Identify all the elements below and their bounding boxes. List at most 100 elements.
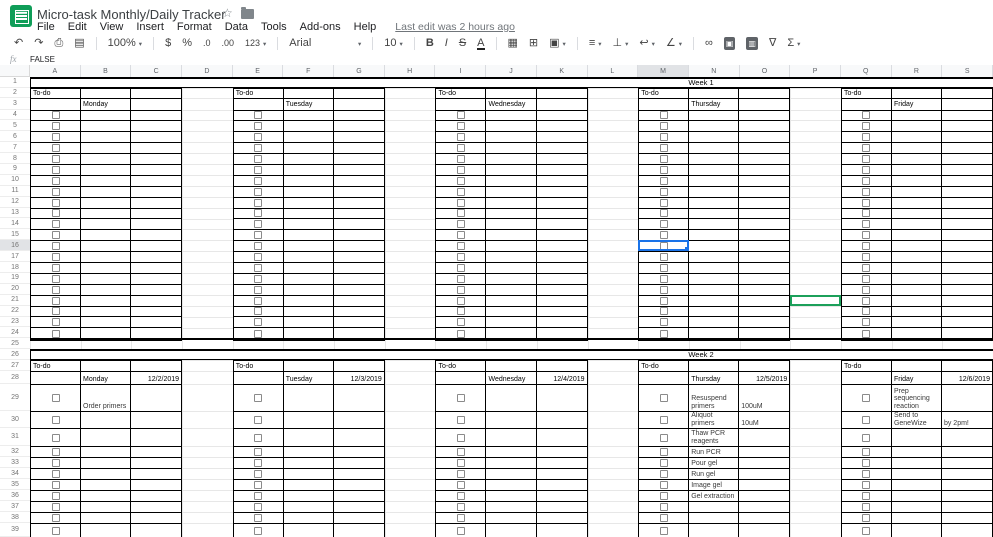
checkbox[interactable] <box>254 176 263 185</box>
task-text-cell[interactable] <box>486 385 537 413</box>
row-header-21[interactable]: 21 <box>0 294 30 306</box>
task-note-cell[interactable] <box>941 176 992 187</box>
checkbox-cell[interactable] <box>233 132 284 144</box>
task-note-cell[interactable] <box>536 285 587 296</box>
column-header-S[interactable]: S <box>942 65 993 77</box>
column-header-K[interactable]: K <box>536 65 588 77</box>
task-note-cell[interactable] <box>536 198 587 209</box>
checkbox[interactable] <box>254 144 263 153</box>
checkbox-cell[interactable] <box>436 197 487 209</box>
task-note-cell[interactable] <box>537 524 587 537</box>
checkbox-cell[interactable] <box>234 328 284 340</box>
checkbox-cell[interactable] <box>841 469 892 481</box>
todo-header-cell[interactable]: To-do <box>639 361 690 373</box>
row-header-9[interactable]: 9 <box>0 164 30 175</box>
task-note-cell[interactable] <box>131 458 182 470</box>
todo-header-cell[interactable]: To-do <box>31 361 82 373</box>
task-note-cell[interactable] <box>941 274 992 285</box>
task-text-cell[interactable] <box>81 513 132 525</box>
checkbox[interactable] <box>254 274 263 283</box>
day-name-cell[interactable]: Thursday <box>689 372 740 386</box>
checkbox-cell[interactable] <box>841 241 892 253</box>
select-all-corner[interactable] <box>0 65 30 77</box>
checkbox-cell[interactable] <box>233 284 284 296</box>
checkbox-cell[interactable] <box>436 412 487 430</box>
formula-input[interactable]: FALSE <box>30 55 55 64</box>
task-text-cell[interactable] <box>486 143 537 155</box>
task-text-cell[interactable] <box>283 295 334 307</box>
checkbox-cell[interactable] <box>233 219 284 231</box>
checkbox-cell[interactable] <box>31 208 82 220</box>
italic-icon[interactable]: I <box>445 38 448 49</box>
todo-header-cell[interactable]: To-do <box>639 88 690 99</box>
checkbox-cell[interactable] <box>233 186 284 198</box>
checkbox-cell[interactable] <box>841 273 892 285</box>
column-header-I[interactable]: I <box>435 65 487 77</box>
currency-format-icon[interactable]: $ <box>165 38 171 49</box>
task-text-cell[interactable] <box>283 429 334 448</box>
checkbox-cell[interactable] <box>233 480 284 492</box>
checkbox[interactable] <box>51 253 60 262</box>
checkbox[interactable] <box>254 296 263 305</box>
checkbox-cell[interactable] <box>841 175 892 187</box>
row-header-27[interactable]: 27 <box>0 360 30 372</box>
task-text-cell[interactable] <box>891 458 942 470</box>
row-header-37[interactable]: 37 <box>0 501 30 513</box>
task-note-cell[interactable] <box>131 524 181 537</box>
checkbox[interactable] <box>659 459 668 468</box>
task-text-cell[interactable] <box>283 219 334 231</box>
checkbox[interactable] <box>254 111 263 120</box>
task-text-cell[interactable] <box>283 230 334 242</box>
checkbox-cell[interactable] <box>31 458 82 470</box>
task-text-cell[interactable]: Send to GeneWize <box>891 412 942 430</box>
checkbox[interactable] <box>659 527 668 536</box>
checkbox-cell[interactable] <box>436 273 487 285</box>
task-note-cell[interactable] <box>333 121 384 133</box>
cell[interactable] <box>233 99 284 111</box>
task-note-cell[interactable] <box>739 317 790 329</box>
checkbox-cell[interactable] <box>31 447 82 459</box>
checkbox-cell[interactable] <box>233 412 284 430</box>
task-text-cell[interactable] <box>486 208 537 220</box>
task-note-cell[interactable] <box>941 198 992 209</box>
checkbox[interactable] <box>254 492 263 501</box>
task-note-cell[interactable] <box>333 469 384 481</box>
task-note-cell[interactable] <box>536 143 587 155</box>
checkbox[interactable] <box>659 285 668 294</box>
checkbox[interactable] <box>862 165 871 174</box>
task-note-cell[interactable] <box>941 252 992 263</box>
checkbox-cell[interactable] <box>639 262 690 274</box>
task-text-cell[interactable] <box>283 175 334 187</box>
column-header-A[interactable]: A <box>30 65 81 77</box>
checkbox-cell[interactable] <box>842 524 892 537</box>
row-header-28[interactable]: 28 <box>0 371 30 385</box>
checkbox[interactable] <box>254 503 263 512</box>
checkbox[interactable] <box>254 329 263 338</box>
task-text-cell[interactable] <box>689 219 740 231</box>
task-text-cell[interactable] <box>891 241 942 253</box>
checkbox[interactable] <box>51 459 60 468</box>
task-note-cell[interactable] <box>941 263 992 274</box>
checkbox-cell[interactable] <box>31 513 82 525</box>
checkbox[interactable] <box>254 263 263 272</box>
checkbox-cell[interactable] <box>233 502 284 514</box>
column-header-R[interactable]: R <box>891 65 943 77</box>
cell[interactable] <box>891 361 942 373</box>
task-note-cell[interactable] <box>739 187 790 198</box>
task-text-cell[interactable] <box>891 110 942 122</box>
task-note-cell[interactable] <box>941 165 992 176</box>
checkbox-cell[interactable] <box>31 262 82 274</box>
checkbox-cell[interactable] <box>639 208 690 220</box>
day-name-cell[interactable]: Wednesday <box>486 99 537 111</box>
task-note-cell[interactable] <box>941 480 992 492</box>
checkbox[interactable] <box>659 318 668 327</box>
insert-comment-icon[interactable]: ▣ <box>723 37 736 50</box>
row-header-25[interactable]: 25 <box>0 338 30 350</box>
task-note-cell[interactable] <box>536 491 587 503</box>
checkbox-cell[interactable] <box>639 121 690 133</box>
task-text-cell[interactable] <box>486 154 537 165</box>
task-text-cell[interactable] <box>689 132 740 144</box>
task-note-cell[interactable] <box>739 480 790 492</box>
checkbox-cell[interactable] <box>233 252 284 263</box>
checkbox-cell[interactable] <box>436 513 487 525</box>
